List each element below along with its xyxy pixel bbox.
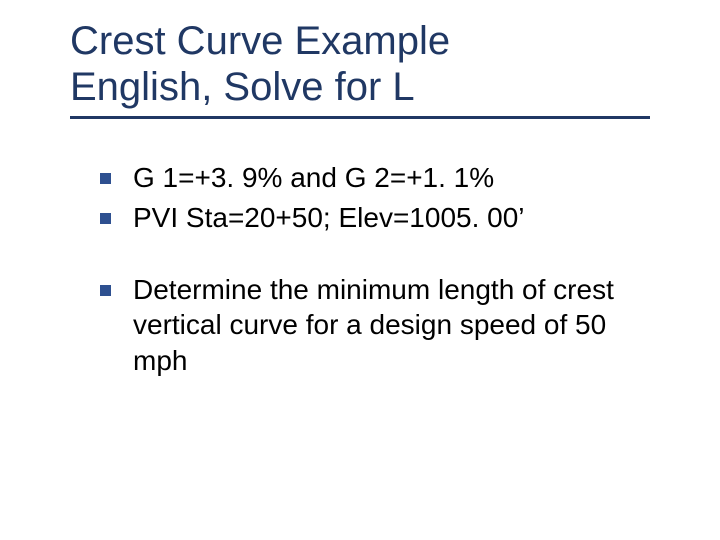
bullet-text: G 1=+3. 9% and G 2=+1. 1% [133,160,494,196]
bullet-item: Determine the minimum length of crest ve… [100,272,660,379]
title-underline [70,116,650,119]
slide-title-line1: Crest Curve Example [70,18,660,64]
slide-title-block: Crest Curve Example English, Solve for L [70,18,660,119]
square-bullet-icon [100,173,111,184]
slide-content: G 1=+3. 9% and G 2=+1. 1% PVI Sta=20+50;… [100,160,660,415]
bullet-group-2: Determine the minimum length of crest ve… [100,272,660,379]
bullet-item: PVI Sta=20+50; Elev=1005. 00’ [100,200,660,236]
square-bullet-icon [100,213,111,224]
bullet-text: PVI Sta=20+50; Elev=1005. 00’ [133,200,525,236]
bullet-item: G 1=+3. 9% and G 2=+1. 1% [100,160,660,196]
bullet-group-1: G 1=+3. 9% and G 2=+1. 1% PVI Sta=20+50;… [100,160,660,236]
square-bullet-icon [100,285,111,296]
bullet-text: Determine the minimum length of crest ve… [133,272,660,379]
slide-title-line2: English, Solve for L [70,64,660,110]
